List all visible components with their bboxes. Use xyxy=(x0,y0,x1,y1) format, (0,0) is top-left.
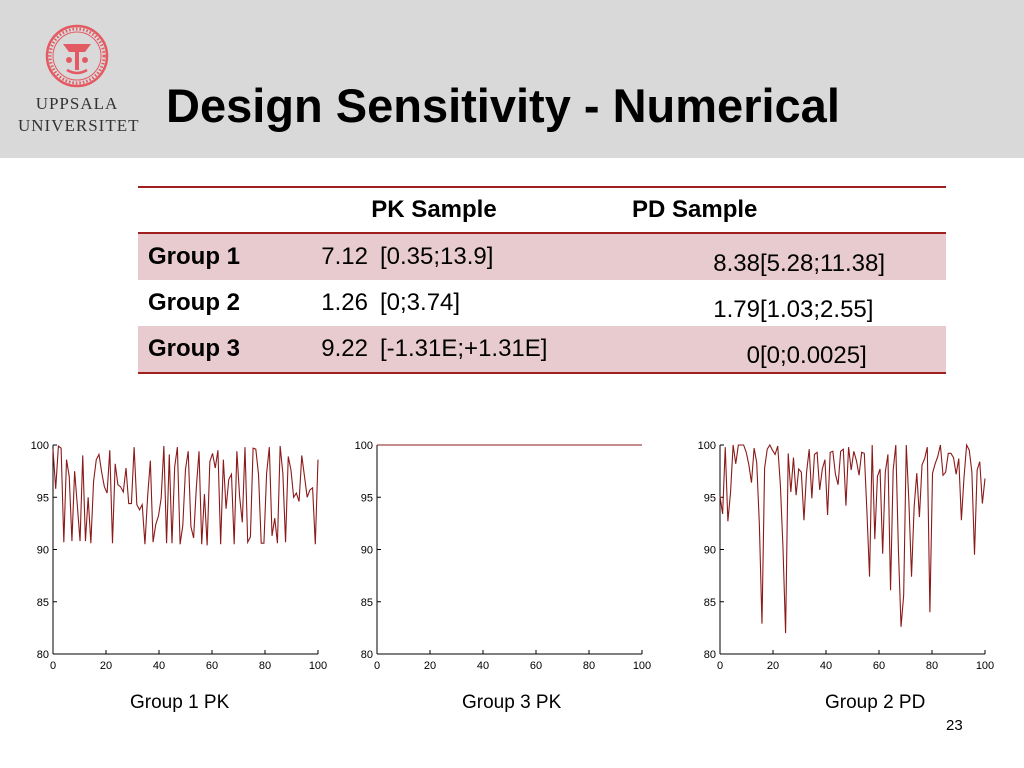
x-tick-label: 20 xyxy=(767,660,779,672)
group-label: Group 1 xyxy=(138,233,298,280)
table-row: Group 2 1.26 [0;3.74] 1.79 [1.03;2.55] xyxy=(138,280,946,326)
pd-value: 8.38 xyxy=(610,233,760,280)
pk-ci: [0;3.74] xyxy=(380,289,461,316)
page-number: 23 xyxy=(946,717,963,734)
y-tick-label: 85 xyxy=(37,597,49,609)
table-row: Group 3 9.22 [-1.31E;+1.31E] 0 [0;0.0025… xyxy=(138,326,946,374)
y-tick-label: 80 xyxy=(704,649,716,661)
chart-caption: Group 3 PK xyxy=(462,692,562,713)
chart-svg: 80 85 90 95 100 0 20 40 60 80 100 xyxy=(355,440,652,672)
x-tick-label: 100 xyxy=(633,660,651,672)
y-tick-label: 100 xyxy=(355,440,373,452)
chart-svg: 80 85 90 95 100 0 20 40 60 80 100 xyxy=(698,440,995,672)
x-tick-label: 100 xyxy=(309,660,327,672)
x-tick-label: 20 xyxy=(100,660,112,672)
chart-svg: 80 85 90 95 100 0 20 40 60 80 100 xyxy=(31,440,328,672)
y-tick-label: 85 xyxy=(704,597,716,609)
y-tick-label: 90 xyxy=(37,545,49,557)
table-header-row: PK Sample PD Sample xyxy=(138,186,946,234)
seal-icon xyxy=(45,24,109,88)
chart-group3-pk: 80 85 90 95 100 0 20 40 60 80 100 xyxy=(344,432,652,684)
x-tick-label: 20 xyxy=(424,660,436,672)
x-tick-label: 0 xyxy=(50,660,56,672)
x-tick-label: 40 xyxy=(153,660,165,672)
chart-caption: Group 1 PK xyxy=(130,692,230,713)
university-logo: UPPSALA UNIVERSITET xyxy=(18,14,140,144)
pk-ci: [0.35;13.9] xyxy=(380,233,610,280)
slide-header: UPPSALA UNIVERSITET Design Sensitivity -… xyxy=(0,0,1024,158)
table-row: Group 1 7.12 [0.35;13.9] 8.38 [5.28;11.3… xyxy=(138,233,946,280)
x-tick-label: 100 xyxy=(976,660,994,672)
y-tick-label: 80 xyxy=(361,649,373,661)
chart-caption: Group 2 PD xyxy=(825,692,926,713)
pd-value: 0 xyxy=(610,326,760,374)
sensitivity-table: PK Sample PD Sample Group 1 7.12 [0.35;1… xyxy=(138,186,946,374)
pd-ci: [5.28;11.38] xyxy=(760,233,946,280)
y-tick-label: 90 xyxy=(361,545,373,557)
x-tick-label: 40 xyxy=(820,660,832,672)
series-line xyxy=(719,443,986,634)
y-tick-label: 85 xyxy=(361,597,373,609)
pk-value: 1.26 xyxy=(321,289,368,316)
pd-ci: [0;0.0025] xyxy=(760,326,946,374)
table-header-empty xyxy=(138,186,298,234)
pd-ci: [1.03;2.55] xyxy=(760,296,874,323)
x-tick-label: 80 xyxy=(583,660,595,672)
chart-group2-pd: 80 85 90 95 100 0 20 40 60 80 100 xyxy=(687,432,995,684)
x-tick-label: 0 xyxy=(374,660,380,672)
y-tick-label: 95 xyxy=(704,492,716,504)
group-label: Group 3 xyxy=(138,326,298,374)
y-tick-label: 95 xyxy=(37,492,49,504)
pd-sample-header: PD Sample xyxy=(610,186,946,234)
x-tick-label: 60 xyxy=(206,660,218,672)
series-line xyxy=(52,444,319,546)
pk-sample-header: PK Sample xyxy=(298,186,610,234)
y-tick-label: 90 xyxy=(704,545,716,557)
x-tick-label: 80 xyxy=(926,660,938,672)
y-tick-label: 80 xyxy=(37,649,49,661)
x-tick-label: 60 xyxy=(530,660,542,672)
group-label: Group 2 xyxy=(148,289,241,316)
logo-text-line2: UNIVERSITET xyxy=(18,116,140,135)
y-tick-label: 100 xyxy=(31,440,49,452)
x-tick-label: 80 xyxy=(259,660,271,672)
chart-group1-pk: 80 85 90 95 100 0 20 40 60 80 100 xyxy=(20,432,328,684)
pk-value: 9.22 xyxy=(298,326,380,374)
x-tick-label: 60 xyxy=(873,660,885,672)
x-tick-label: 40 xyxy=(477,660,489,672)
pk-ci: [-1.31E;+1.31E] xyxy=(380,326,610,374)
pd-value: 1.79 xyxy=(713,296,760,323)
logo-text-line1: UPPSALA xyxy=(35,94,119,113)
y-tick-label: 95 xyxy=(361,492,373,504)
pk-value: 7.12 xyxy=(298,233,380,280)
y-tick-label: 100 xyxy=(698,440,716,452)
slide-title: Design Sensitivity - Numerical xyxy=(166,79,840,132)
x-tick-label: 0 xyxy=(717,660,723,672)
